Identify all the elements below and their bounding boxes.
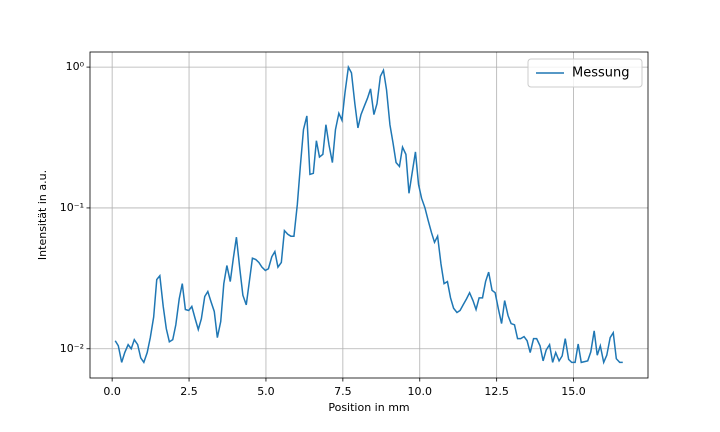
y-tick-label: 10⁻¹ (60, 201, 84, 214)
x-tick-label: 15.0 (561, 385, 586, 398)
y-axis-label: Intensität in a.u. (36, 170, 49, 260)
x-tick-label: 0.0 (103, 385, 121, 398)
y-tick-label: 10⁰ (66, 60, 85, 73)
x-tick-label: 2.5 (180, 385, 198, 398)
legend-label: Messung (572, 66, 630, 81)
data-line (114, 64, 623, 365)
x-tick-label: 5.0 (257, 385, 275, 398)
x-tick-label: 10.0 (408, 385, 433, 398)
plot-frame (89, 51, 649, 379)
x-tick-label: 7.5 (334, 385, 352, 398)
x-tick-label: 12.5 (484, 385, 509, 398)
y-tick-label: 10⁻² (60, 342, 84, 355)
x-axis-label: Position in mm (328, 401, 409, 414)
legend-box (527, 58, 643, 88)
